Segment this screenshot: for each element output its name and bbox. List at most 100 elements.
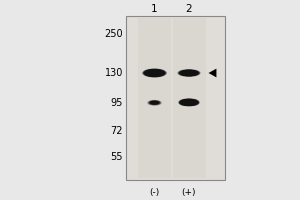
Ellipse shape — [149, 100, 160, 104]
Ellipse shape — [148, 71, 160, 75]
Ellipse shape — [186, 72, 192, 74]
Ellipse shape — [150, 100, 159, 104]
Ellipse shape — [184, 100, 194, 104]
Ellipse shape — [183, 71, 195, 75]
Ellipse shape — [181, 100, 197, 106]
Ellipse shape — [183, 101, 195, 105]
Ellipse shape — [144, 69, 165, 77]
Ellipse shape — [184, 101, 194, 105]
Ellipse shape — [181, 70, 197, 76]
Ellipse shape — [149, 71, 160, 75]
Ellipse shape — [153, 102, 156, 104]
Ellipse shape — [185, 102, 193, 104]
Ellipse shape — [187, 72, 191, 74]
Ellipse shape — [178, 98, 200, 106]
Ellipse shape — [187, 72, 191, 74]
Ellipse shape — [152, 102, 157, 104]
Ellipse shape — [147, 70, 162, 76]
Ellipse shape — [185, 102, 193, 104]
Ellipse shape — [181, 99, 197, 105]
Ellipse shape — [151, 101, 158, 103]
Ellipse shape — [186, 102, 192, 104]
Ellipse shape — [150, 101, 159, 105]
Ellipse shape — [183, 100, 195, 104]
Ellipse shape — [142, 69, 167, 77]
Ellipse shape — [187, 102, 191, 104]
Ellipse shape — [148, 101, 160, 105]
Ellipse shape — [148, 100, 161, 104]
Text: 2: 2 — [186, 4, 192, 14]
Ellipse shape — [177, 69, 201, 77]
Ellipse shape — [187, 101, 191, 103]
Ellipse shape — [149, 100, 160, 104]
Ellipse shape — [150, 71, 160, 75]
Ellipse shape — [182, 101, 196, 105]
Ellipse shape — [182, 101, 196, 105]
Ellipse shape — [153, 72, 156, 74]
Ellipse shape — [181, 70, 197, 76]
Ellipse shape — [152, 101, 157, 103]
Ellipse shape — [153, 72, 156, 74]
Ellipse shape — [145, 69, 164, 77]
Ellipse shape — [146, 70, 164, 76]
Ellipse shape — [181, 99, 197, 105]
Ellipse shape — [152, 72, 157, 74]
Ellipse shape — [187, 102, 191, 104]
Ellipse shape — [178, 98, 200, 106]
Ellipse shape — [182, 99, 196, 105]
Ellipse shape — [179, 99, 199, 105]
Ellipse shape — [180, 70, 198, 76]
Text: 55: 55 — [110, 152, 123, 162]
Ellipse shape — [151, 72, 158, 74]
Ellipse shape — [152, 72, 157, 74]
Ellipse shape — [179, 99, 199, 105]
Ellipse shape — [145, 69, 164, 77]
Ellipse shape — [150, 101, 160, 105]
Ellipse shape — [179, 70, 199, 76]
Ellipse shape — [150, 71, 159, 75]
Ellipse shape — [182, 71, 196, 75]
Ellipse shape — [150, 101, 159, 103]
Ellipse shape — [150, 101, 159, 105]
Ellipse shape — [187, 102, 191, 104]
Ellipse shape — [178, 100, 200, 106]
Ellipse shape — [151, 72, 158, 74]
Ellipse shape — [152, 102, 158, 104]
Ellipse shape — [152, 101, 157, 103]
Ellipse shape — [148, 71, 161, 75]
Ellipse shape — [145, 70, 164, 76]
Ellipse shape — [149, 101, 160, 105]
Bar — [138, 18, 171, 178]
Ellipse shape — [178, 98, 200, 106]
Text: 72: 72 — [110, 126, 123, 136]
Ellipse shape — [183, 100, 195, 104]
Ellipse shape — [184, 71, 194, 75]
Ellipse shape — [151, 101, 158, 103]
Ellipse shape — [151, 101, 158, 103]
Ellipse shape — [149, 71, 160, 75]
Ellipse shape — [183, 101, 195, 105]
Bar — [172, 18, 206, 178]
Ellipse shape — [186, 101, 192, 103]
Ellipse shape — [179, 70, 199, 76]
Ellipse shape — [147, 70, 162, 76]
Ellipse shape — [185, 102, 193, 104]
Ellipse shape — [182, 71, 196, 75]
Ellipse shape — [152, 72, 157, 74]
Ellipse shape — [184, 101, 194, 105]
Ellipse shape — [144, 69, 165, 77]
Ellipse shape — [152, 101, 158, 103]
Ellipse shape — [146, 70, 163, 76]
Ellipse shape — [151, 102, 158, 104]
Ellipse shape — [184, 100, 194, 104]
Ellipse shape — [151, 72, 158, 74]
Ellipse shape — [151, 72, 158, 74]
Ellipse shape — [186, 72, 192, 74]
Text: (-): (-) — [149, 188, 160, 198]
Ellipse shape — [143, 68, 166, 78]
Ellipse shape — [184, 71, 194, 75]
Ellipse shape — [184, 71, 194, 75]
Ellipse shape — [178, 69, 200, 77]
Ellipse shape — [146, 70, 163, 76]
Ellipse shape — [147, 70, 162, 76]
